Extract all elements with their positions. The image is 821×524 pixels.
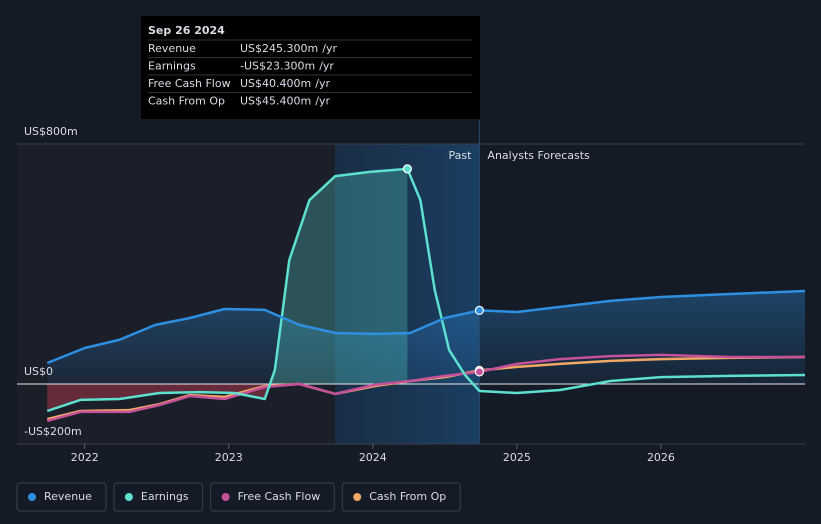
tooltip-value: US$245.300m: [240, 42, 318, 55]
legend-item[interactable]: Earnings: [113, 482, 204, 512]
legend-label[interactable]: Earnings: [141, 490, 189, 503]
legend-swatch: [28, 493, 36, 501]
tooltip-unit: /yr: [322, 42, 337, 55]
legend-swatch: [221, 493, 230, 501]
tooltip: Sep 26 2024 Revenue US$245.300m/yr Earnings…: [141, 16, 480, 119]
tooltip-unit: /yr: [315, 95, 330, 108]
tooltip-label: Earnings: [148, 60, 196, 73]
tooltip-value: US$45.400m: [240, 95, 311, 108]
series-line: [46, 289, 806, 365]
y-tick-label: US$800m: [24, 125, 78, 138]
lines: [46, 164, 806, 423]
y-tick-label: US$0: [24, 365, 53, 378]
forecast-label: Analysts Forecasts: [487, 149, 590, 162]
legend-box[interactable]: [16, 482, 107, 512]
labels: -US$200m US$0 US$800m 2022 2023 2024 2025 2026 P…: [24, 125, 675, 464]
x-tick-label: 2023: [215, 451, 243, 464]
x-tick-label: 2026: [647, 451, 675, 464]
tooltip-label: Free Cash Flow: [148, 77, 231, 90]
x-tick-label: 2022: [71, 451, 99, 464]
legend: Revenue Earnings Free Cash Flow Cash From O…: [16, 482, 461, 512]
legend-swatch: [353, 493, 362, 501]
earnings-area-negative: [47, 384, 408, 411]
hover-point: [474, 367, 485, 377]
series-line: [46, 167, 806, 413]
y-tick-label: -US$200m: [24, 425, 82, 438]
tooltip-date: Sep 26 2024: [148, 24, 225, 37]
legend-box[interactable]: [210, 482, 335, 512]
legend-item[interactable]: Free Cash Flow: [210, 482, 335, 512]
tooltip-box: [141, 16, 480, 119]
tooltip-label: Revenue: [148, 42, 196, 55]
past-label: Past: [448, 149, 472, 162]
x-tick-label: 2024: [359, 451, 387, 464]
legend-label[interactable]: Revenue: [44, 490, 92, 503]
x-tick-label: 2025: [503, 451, 531, 464]
hover-point: [474, 305, 485, 316]
tooltip-value: US$40.400m: [240, 77, 311, 90]
tooltip-value: -US$23.300m: [240, 60, 315, 73]
legend-box[interactable]: [113, 482, 204, 512]
legend-item[interactable]: Cash From Op: [341, 482, 461, 512]
legend-label[interactable]: Cash From Op: [369, 490, 446, 503]
series-line: [46, 353, 805, 423]
highlight-region: [335, 144, 480, 444]
legend-label[interactable]: Free Cash Flow: [238, 490, 321, 503]
tooltip-label: Cash From Op: [148, 95, 225, 108]
hover-point: [402, 164, 412, 174]
legend-box[interactable]: [341, 482, 461, 512]
tooltip-unit: /yr: [319, 60, 334, 73]
background: [17, 144, 480, 444]
legend-item[interactable]: Revenue: [16, 482, 107, 512]
tooltip-unit: /yr: [315, 77, 330, 90]
legend-swatch: [124, 493, 133, 501]
